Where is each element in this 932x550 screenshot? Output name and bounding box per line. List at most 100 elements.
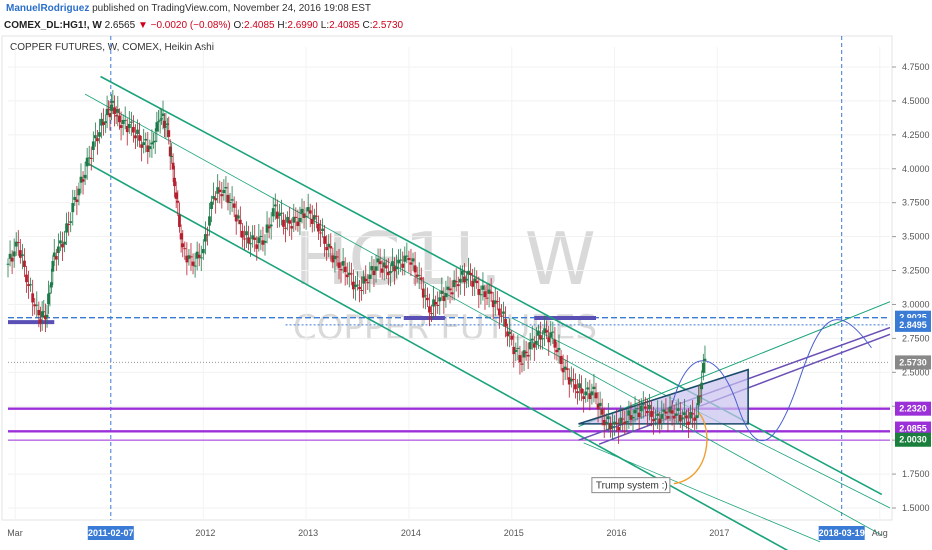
price-tag-label: 2.0030 <box>899 435 927 445</box>
candle-body <box>234 214 238 222</box>
candle-body <box>222 189 226 194</box>
author-link[interactable]: ManuelRodriguez <box>6 3 90 14</box>
time-axis[interactable]: Mar201220132014201520162017Aug202011-02-… <box>7 526 888 540</box>
candle-body <box>631 416 635 419</box>
candle-body <box>518 355 522 363</box>
candle-body <box>300 208 304 214</box>
candle-body <box>63 241 66 245</box>
candle-body <box>415 274 419 277</box>
candle-body <box>670 410 674 414</box>
symbol-label: COMEX_DL:HG1!, W <box>4 20 102 31</box>
candle-body <box>224 186 228 189</box>
candle-body <box>102 121 106 125</box>
price-tick-label: 4.5000 <box>902 96 930 106</box>
candle-body <box>226 194 230 203</box>
candle-body <box>465 278 468 281</box>
channel-lower-extension <box>583 442 821 543</box>
candle-body <box>512 346 516 355</box>
candle-body <box>680 417 684 420</box>
candle-body <box>504 319 507 327</box>
price-tick-label: 4.7500 <box>902 62 930 72</box>
candle-body <box>687 421 690 425</box>
candle-body <box>471 280 475 287</box>
candle-body <box>360 289 364 291</box>
candle-body <box>290 226 294 229</box>
candle-body <box>549 332 553 338</box>
candle-body <box>698 395 702 397</box>
candle-body <box>216 187 220 194</box>
candle-body <box>87 157 91 159</box>
wedge-shape <box>578 368 749 425</box>
candles-layer <box>6 89 707 444</box>
candle-body <box>52 252 56 257</box>
candle-body <box>228 202 232 204</box>
candle-body <box>436 304 440 306</box>
candle-body <box>358 286 361 290</box>
candle-body <box>481 285 485 290</box>
annotation-box <box>591 477 671 494</box>
candle-body <box>463 276 466 283</box>
candle-body <box>163 120 166 128</box>
candle-body <box>25 274 28 283</box>
candle-body <box>537 330 540 336</box>
candle-body <box>8 253 12 259</box>
candle-body <box>539 335 542 340</box>
candle-body <box>450 292 454 295</box>
candle-body <box>557 347 561 351</box>
candle-body <box>386 271 390 276</box>
chart-pane[interactable]: HG1!, W COPPER FUTURES COPPER FUTURES, W… <box>0 34 932 550</box>
price-tag <box>895 421 931 436</box>
candle-body <box>164 126 168 128</box>
close-label: C: <box>362 20 373 31</box>
candle-body <box>485 297 489 299</box>
high-value: 2.6990 <box>287 20 318 31</box>
candle-body <box>93 135 97 139</box>
candle-body <box>123 119 127 121</box>
price-tag <box>895 401 931 416</box>
candle-body <box>678 414 682 422</box>
candle-body <box>423 295 427 297</box>
candle-body <box>302 213 306 218</box>
candle-body <box>181 243 185 248</box>
candle-body <box>639 405 643 412</box>
candle-body <box>206 234 209 236</box>
price-tag-label: 2.2320 <box>899 404 927 414</box>
candle-body <box>6 263 10 265</box>
candle-body <box>296 221 300 227</box>
candle-body <box>230 199 234 201</box>
candle-body <box>136 129 139 134</box>
candle-body <box>44 315 47 320</box>
candle-body <box>598 402 602 407</box>
candle-body <box>534 340 538 345</box>
candle-body <box>574 384 577 390</box>
channel-inner-line <box>84 93 882 536</box>
candle-body <box>323 236 327 244</box>
candle-body <box>214 198 218 201</box>
candle-body <box>232 203 236 208</box>
candle-body <box>475 280 479 284</box>
candle-body <box>129 121 133 123</box>
candle-body <box>170 155 174 157</box>
candle-body <box>111 100 115 103</box>
candle-body <box>83 174 87 179</box>
candle-body <box>150 142 154 145</box>
date-marker-label: 2011-02-07 <box>88 528 134 538</box>
candle-body <box>267 226 271 229</box>
candle-body <box>118 115 121 123</box>
candle-body <box>148 146 152 150</box>
candle-body <box>364 278 368 282</box>
candle-body <box>426 297 429 301</box>
candle-body <box>79 176 83 183</box>
candle-body <box>212 196 215 199</box>
candle-body <box>105 108 109 116</box>
candle-body <box>197 254 201 258</box>
date-marker-tag <box>87 526 134 540</box>
price-axis[interactable]: 4.7500 4.5000 4.2500 4.0000 3.7500 3.5000 3.25… <box>892 62 931 513</box>
candle-body <box>483 291 487 298</box>
candle-body <box>110 104 113 111</box>
candle-body <box>454 281 458 283</box>
candle-body <box>409 262 413 265</box>
candle-body <box>510 335 514 340</box>
candle-body <box>40 311 44 318</box>
candle-body <box>259 235 263 237</box>
